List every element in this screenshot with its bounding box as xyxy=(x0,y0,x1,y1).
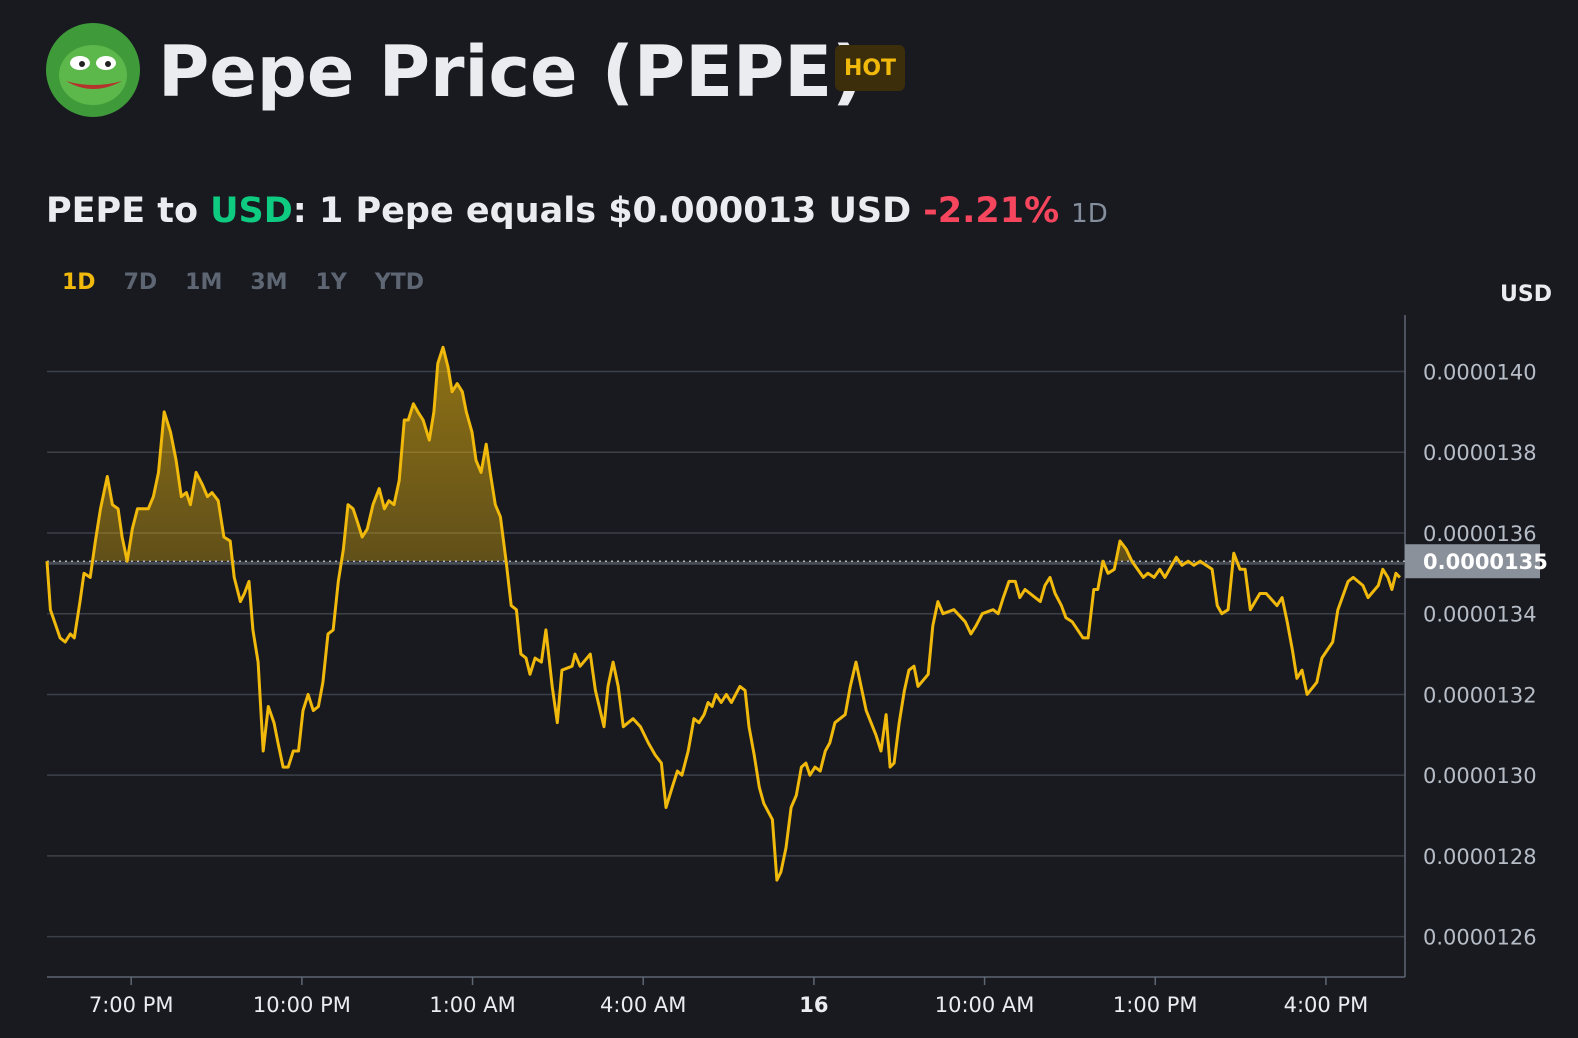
x-tick-label: 10:00 AM xyxy=(935,993,1035,1017)
range-tab[interactable]: 7D xyxy=(123,270,158,295)
y-tick-label: 0.0000126 xyxy=(1423,926,1537,950)
range-tab[interactable]: 1M xyxy=(185,270,223,295)
current-price-tag xyxy=(1405,544,1540,579)
pair-prefix: PEPE to xyxy=(46,191,199,231)
change-period: 1D xyxy=(1071,199,1108,229)
x-tick-label: 4:00 AM xyxy=(600,993,686,1017)
x-tick-label: 4:00 PM xyxy=(1284,993,1369,1017)
quote-currency[interactable]: USD xyxy=(210,191,293,231)
price-area xyxy=(47,347,1237,562)
conversion-line: PEPE to USD: 1 Pepe equals $0.000013 USD -… xyxy=(46,186,1108,239)
range-tab[interactable]: 1Y xyxy=(315,270,347,295)
range-tab[interactable]: 1D xyxy=(62,270,96,295)
y-tick-label: 0.0000130 xyxy=(1423,764,1537,788)
range-tabs: 1D 7D 1M 3M 1Y YTD xyxy=(48,268,438,297)
price-change: -2.21% xyxy=(923,191,1060,231)
y-tick-label: 0.0000140 xyxy=(1423,361,1537,385)
y-tick-label: 0.0000134 xyxy=(1423,603,1537,627)
y-tick-label: 0.0000136 xyxy=(1423,522,1537,546)
y-tick-label: 0.0000132 xyxy=(1423,683,1537,707)
x-tick-label: 1:00 AM xyxy=(429,993,515,1017)
x-tick-label: 10:00 PM xyxy=(253,993,351,1017)
current-price-label: 0.0000135 xyxy=(1423,550,1548,574)
y-tick-label: 0.0000128 xyxy=(1423,845,1537,869)
price-line xyxy=(45,345,1401,882)
range-tab[interactable]: YTD xyxy=(374,270,425,295)
x-tick-label: 1:00 PM xyxy=(1113,993,1198,1017)
y-tick-label: 0.0000138 xyxy=(1423,441,1537,465)
x-tick-label: 16 xyxy=(799,993,828,1017)
coin-logo xyxy=(46,23,140,117)
hot-badge: HOT xyxy=(835,45,905,91)
range-tab[interactable]: 3M xyxy=(250,270,288,295)
x-tick-label: 7:00 PM xyxy=(89,993,174,1017)
y-axis-label: USD xyxy=(1500,282,1552,307)
conversion-text: : 1 Pepe equals $0.000013 USD xyxy=(292,191,912,231)
page-title: Pepe Price (PEPE) xyxy=(158,31,865,113)
